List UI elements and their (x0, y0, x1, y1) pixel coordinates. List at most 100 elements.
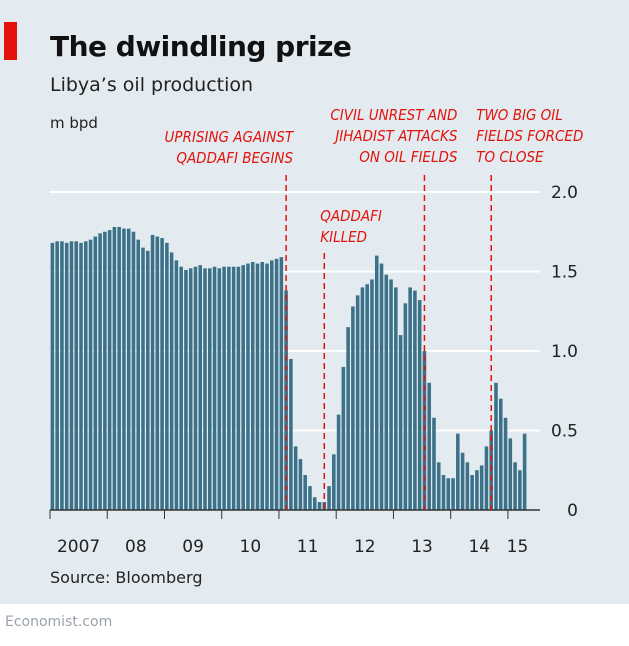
annotation-text: FIELDS FORCED (476, 127, 583, 145)
bar-chart: 0 0.5 1.0 1.5 2.0 2007 08 09 10 11 12 13 14 15 UPRIS… (49, 106, 583, 557)
bar (93, 236, 98, 510)
bar (379, 263, 384, 510)
bar (341, 366, 346, 510)
bar (60, 241, 64, 511)
bar (265, 263, 269, 510)
bar (131, 231, 136, 510)
bar (274, 258, 279, 510)
brand-red-tag (4, 22, 17, 60)
bar (432, 417, 436, 510)
bar (107, 230, 112, 510)
chart-title: The dwindling prize (50, 30, 352, 63)
bar (184, 269, 188, 510)
bar (69, 241, 74, 511)
bar (408, 287, 412, 510)
bar (451, 478, 455, 510)
bar (198, 265, 203, 510)
annotation-text: UPRISING AGAINST (165, 128, 295, 146)
bar (260, 261, 265, 510)
bar (55, 241, 59, 511)
bar (74, 241, 79, 511)
bar (193, 266, 198, 510)
bar (160, 238, 164, 511)
annotation-3: CIVIL UNREST AND JIHADIST ATTACKS ON OIL F… (330, 106, 458, 510)
bar (174, 260, 179, 510)
source-note: Source: Bloomberg (50, 568, 203, 587)
bar (351, 306, 355, 510)
bar (518, 470, 522, 510)
annotation-text: KILLED (320, 228, 367, 246)
x-tick-label: 14 (468, 537, 490, 557)
y-tick-label: 1.5 (551, 263, 578, 283)
bar (417, 300, 422, 510)
bar (246, 263, 250, 510)
bar (255, 263, 260, 510)
bar (83, 241, 88, 511)
bar (217, 268, 222, 510)
bar (126, 228, 131, 510)
annotation-2: QADDAFI KILLED (320, 207, 382, 510)
bar (179, 266, 183, 510)
bar (122, 228, 126, 510)
bar (64, 242, 69, 510)
bar (165, 242, 169, 510)
annotation-1: UPRISING AGAINST QADDAFI BEGINS (165, 128, 295, 510)
gridlines (50, 191, 540, 432)
bar (355, 295, 360, 510)
bar (394, 287, 398, 510)
bar (250, 261, 255, 510)
y-tick-label: 1.0 (551, 342, 578, 362)
bar (98, 233, 102, 510)
bar (522, 433, 527, 510)
annotation-text: QADDAFI BEGINS (176, 149, 293, 167)
bar (236, 266, 241, 510)
bar (332, 454, 336, 510)
bar (403, 303, 408, 510)
bar (370, 279, 374, 510)
bar (456, 433, 460, 510)
bar (146, 250, 150, 510)
x-tick-label: 10 (240, 537, 262, 557)
bar (398, 335, 403, 510)
bar (312, 497, 317, 510)
bar (293, 446, 298, 510)
bar (279, 257, 284, 510)
annotation-text: TWO BIG OIL (476, 106, 563, 124)
bar (374, 255, 379, 510)
bar (336, 414, 341, 510)
bar (441, 475, 446, 510)
x-tick-label: 13 (411, 537, 433, 557)
bar (475, 470, 479, 510)
event-annotations: UPRISING AGAINST QADDAFI BEGINS QADDAFI KIL… (165, 106, 583, 510)
bar (112, 226, 117, 511)
annotation-text: QADDAFI (320, 207, 382, 225)
bar (155, 236, 160, 510)
bar (498, 398, 503, 510)
bar (169, 252, 174, 511)
bar (413, 290, 417, 510)
bar (212, 266, 217, 510)
annotation-text: JIHADIST ATTACKS (332, 127, 458, 145)
bar (503, 417, 508, 510)
y-tick-label: 0 (567, 501, 578, 521)
bar (446, 478, 451, 510)
bar (494, 382, 498, 510)
x-tick-labels: 2007 08 09 10 11 12 13 14 15 (57, 537, 528, 557)
bar (365, 284, 369, 510)
y-tick-label: 2.0 (551, 183, 578, 203)
bar (231, 266, 236, 510)
bar-series (50, 226, 527, 511)
bar (465, 462, 470, 510)
bar (470, 475, 474, 510)
bar (188, 268, 193, 510)
bar (241, 265, 245, 510)
x-tick-label: 15 (507, 537, 529, 557)
bar (136, 239, 141, 510)
bar (460, 452, 465, 510)
bar (436, 462, 441, 510)
bar (150, 234, 155, 510)
brand-footer: Economist.com (5, 614, 113, 630)
bar (270, 260, 274, 510)
bar (298, 459, 303, 510)
x-tick-label: 2007 (57, 537, 100, 557)
